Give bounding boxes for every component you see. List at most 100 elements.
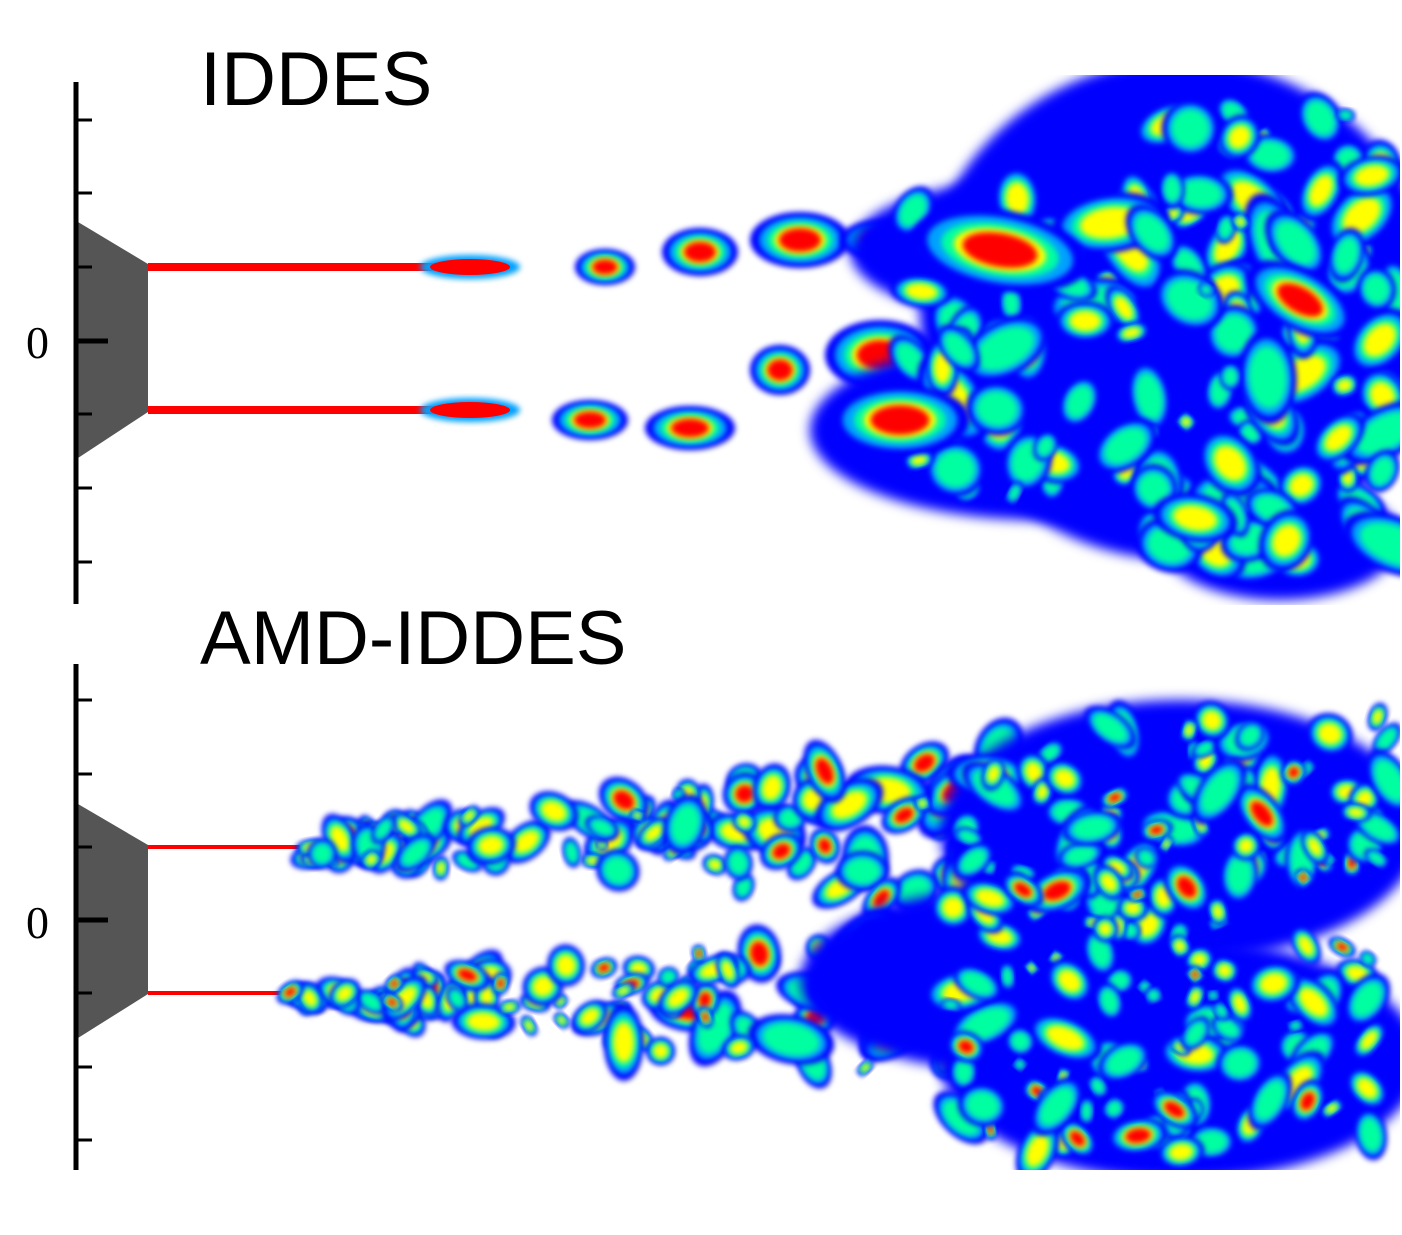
vortex-eddy <box>525 1020 534 1031</box>
vortex-eddy <box>1043 881 1071 901</box>
vortex-eddy <box>402 840 429 866</box>
vortex-eddy <box>818 838 832 854</box>
vortex-eddy <box>1342 197 1381 234</box>
shear-layer <box>430 259 510 275</box>
vortex-eddy <box>1091 1079 1104 1094</box>
vortex-eddy <box>762 1022 820 1057</box>
vortex-eddy <box>779 809 801 827</box>
vortex-eddy <box>1250 141 1290 169</box>
vortex-eddy <box>1372 709 1383 725</box>
vortex-eddy <box>1370 457 1394 486</box>
vortex-eddy <box>1318 722 1342 745</box>
y-tick-label-iddes: 0 <box>26 317 49 368</box>
vortex-eddy <box>708 859 722 870</box>
y-tick-label-amd-iddes: 0 <box>26 897 49 948</box>
vortex-eddy <box>1356 1078 1378 1099</box>
vortex-eddy <box>302 990 317 1007</box>
vortex-eddy <box>1305 100 1335 136</box>
vortex-eddy <box>955 1060 973 1084</box>
vortex-eddy <box>1089 936 1111 968</box>
vortex-eddy <box>1122 327 1141 339</box>
vortex-eddy <box>750 941 769 966</box>
vortex-eddy <box>497 978 505 989</box>
vortex-eddy <box>387 998 397 1007</box>
vortex-eddy <box>1036 784 1048 800</box>
vortex-eddy <box>1069 1131 1085 1147</box>
nozzle-shape-amd-iddes <box>78 804 148 1038</box>
vortex-eddy <box>1223 367 1238 386</box>
vortex-eddy <box>894 807 914 823</box>
vortex-eddy <box>1347 807 1365 818</box>
vortex-eddy <box>613 1022 635 1063</box>
vortex-eddy <box>1164 176 1181 202</box>
vortex-eddy <box>1015 1060 1024 1069</box>
vortex-eddy <box>1082 1102 1092 1121</box>
vortex-eddy <box>514 830 540 854</box>
vortex-eddy <box>1374 759 1400 802</box>
vortex-eddy <box>1289 473 1314 497</box>
vortex-eddy <box>1164 1101 1185 1118</box>
vortex-eddy <box>1377 728 1397 750</box>
vortex-eddy <box>1149 825 1164 835</box>
vortex-eddy <box>779 228 821 252</box>
vortex-eddy <box>1178 179 1222 208</box>
vortex-eddy <box>1299 987 1328 1017</box>
shear-layer <box>148 406 480 414</box>
vortex-eddy <box>1212 904 1223 919</box>
vortex-eddy <box>1233 994 1247 1014</box>
vortex-eddy <box>987 765 1000 783</box>
vortex-eddy <box>1334 237 1359 273</box>
vortex-eddy <box>532 976 554 997</box>
vortex-eddy <box>1215 314 1253 352</box>
vortex-eddy <box>556 954 576 977</box>
vortex-eddy <box>899 194 927 227</box>
vortex-eddy <box>1124 901 1141 915</box>
vortex-eddy <box>1110 972 1129 989</box>
vortex-eddy <box>1363 323 1396 357</box>
vortex-eddy <box>1236 217 1245 227</box>
vortex-eddy <box>960 849 987 873</box>
vortex-eddy <box>1046 1025 1085 1051</box>
vortex-eddy <box>1228 125 1251 149</box>
vortex-eddy <box>1255 1080 1285 1120</box>
vortex-eddy <box>653 1043 669 1059</box>
vortex-eddy <box>1201 285 1212 295</box>
vortex-eddy <box>1337 379 1352 392</box>
vortex-eddy <box>466 1012 501 1031</box>
vortex-eddy <box>896 343 925 376</box>
vortex-eddy <box>1173 505 1218 531</box>
vortex-eddy <box>761 775 782 801</box>
vortex-eddy <box>873 889 890 908</box>
vortex-eddy <box>617 987 630 995</box>
vortex-eddy <box>702 1012 709 1022</box>
vortex-eddy <box>1352 982 1383 1017</box>
vortex-eddy <box>698 991 712 1008</box>
vortex-eddy <box>1072 816 1113 840</box>
vortex-eddy <box>398 819 415 834</box>
vortex-eddy <box>870 405 930 435</box>
vortex-eddy <box>1360 522 1400 567</box>
vortex-eddy <box>1369 381 1395 410</box>
vortex-eddy <box>942 896 964 919</box>
vortex-eddy <box>975 326 1035 371</box>
vortex-eddy <box>1163 840 1170 849</box>
vortex-eddy <box>630 962 648 976</box>
vortex-eddy <box>944 1001 958 1009</box>
vortex-eddy <box>1248 346 1287 409</box>
vortex-eddy <box>667 988 689 1008</box>
vortex-eddy <box>1309 174 1334 207</box>
vortex-eddy <box>1360 1030 1378 1050</box>
vortex-eddy <box>738 816 751 828</box>
vortex-eddy <box>1168 1143 1194 1161</box>
vortex-eddy <box>1227 856 1252 894</box>
vortex-eddy <box>1368 852 1385 865</box>
vortex-eddy <box>944 332 973 365</box>
vortex-eddy <box>1176 876 1197 898</box>
vortex-eddy <box>1363 274 1390 304</box>
vortex-eddy <box>721 960 734 980</box>
vortex-eddy <box>1171 109 1210 148</box>
vortex-eddy <box>644 824 663 842</box>
panel-title-iddes: IDDES <box>200 37 432 122</box>
vortex-eddy <box>696 949 702 958</box>
